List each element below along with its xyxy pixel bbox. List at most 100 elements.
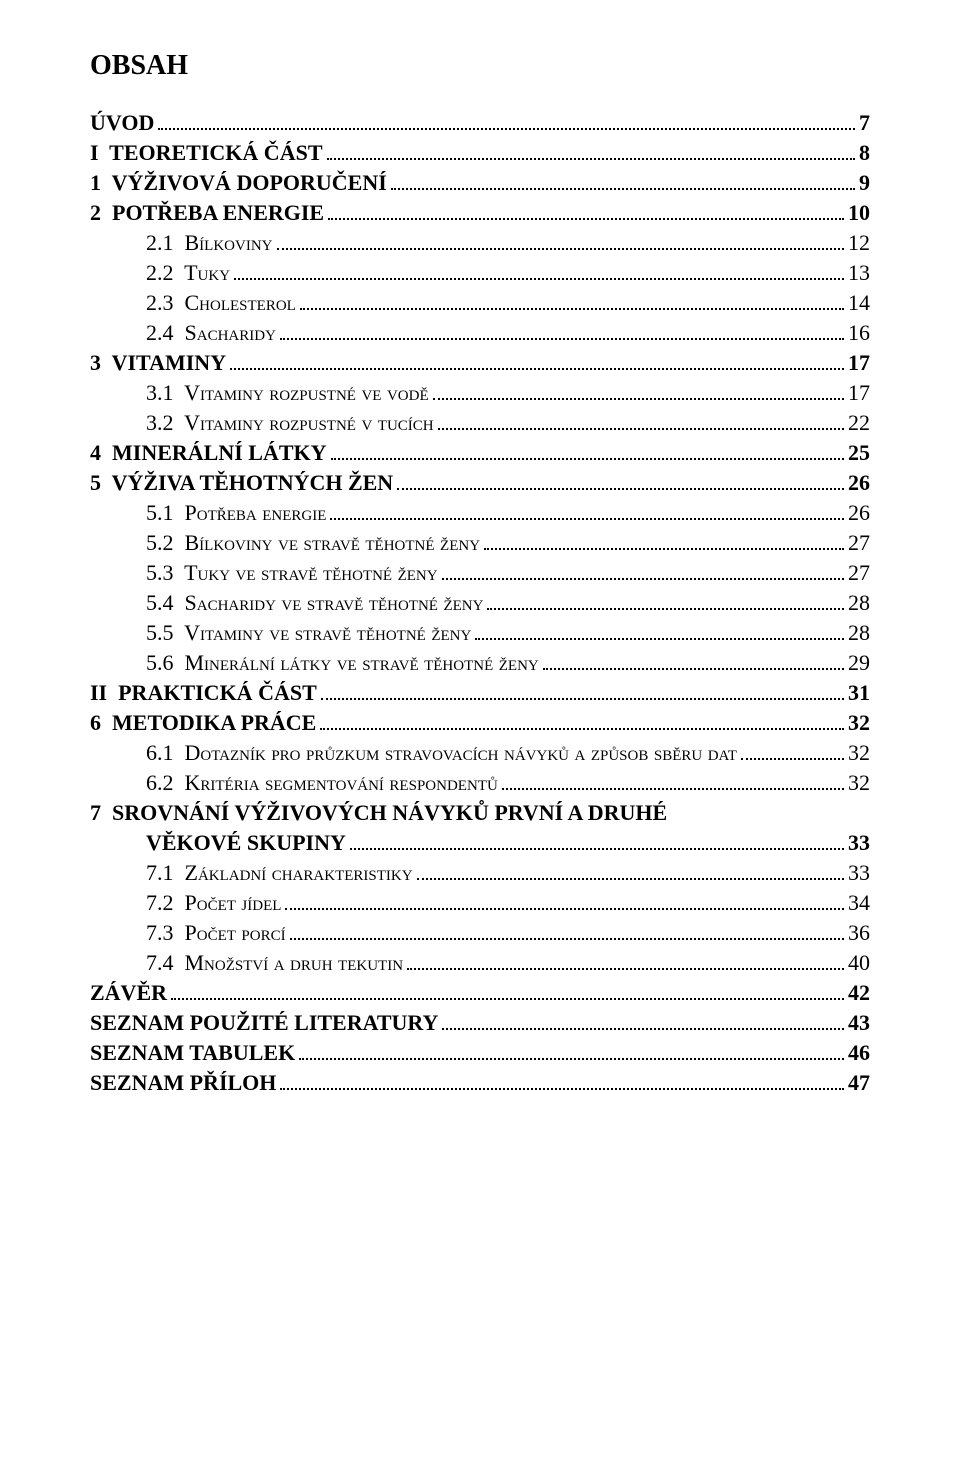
toc-entry-page: 40 <box>848 950 870 976</box>
toc-leader-dots <box>484 548 844 550</box>
toc-entry-page: 34 <box>848 890 870 916</box>
toc-entry-page: 12 <box>848 230 870 256</box>
toc-entry-label: 4 MINERÁLNÍ LÁTKY <box>90 440 327 466</box>
toc-entry-label: 2.1 Bílkoviny <box>146 230 273 256</box>
toc-entry-label: 2.2 Tuky <box>146 260 230 286</box>
toc-entry: 7.2 Počet jídel34 <box>90 890 870 916</box>
toc-entry: 5 VÝŽIVA TĚHOTNÝCH ŽEN 26 <box>90 470 870 496</box>
toc-entry-page: 25 <box>848 440 870 466</box>
toc-entry-label: 3.2 Vitaminy rozpustné v tucích <box>146 410 434 436</box>
toc-leader-dots <box>442 1028 844 1030</box>
toc-entry: 5.5 Vitaminy ve stravě těhotné ženy28 <box>90 620 870 646</box>
toc-entry-label: 5 VÝŽIVA TĚHOTNÝCH ŽEN <box>90 470 393 496</box>
toc-entry: 2 POTŘEBA ENERGIE 10 <box>90 200 870 226</box>
toc-entry-label: 2 POTŘEBA ENERGIE <box>90 200 324 226</box>
toc-entry: II PRAKTICKÁ ČÁST31 <box>90 680 870 706</box>
toc-entry: 3.1 Vitaminy rozpustné ve vodě17 <box>90 380 870 406</box>
toc-entry: 2.4 Sacharidy16 <box>90 320 870 346</box>
toc-entry-line1: 7 SROVNÁNÍ VÝŽIVOVÝCH NÁVYKŮ PRVNÍ A DRU… <box>90 800 870 826</box>
toc-leader-dots <box>407 968 844 970</box>
toc-entry-page: 17 <box>848 350 870 376</box>
toc-entry: 3.2 Vitaminy rozpustné v tucích 22 <box>90 410 870 436</box>
toc-leader-dots <box>391 188 855 190</box>
toc-entry: 6.1 Dotazník pro průzkum stravovacích ná… <box>90 740 870 766</box>
toc-entry-page: 10 <box>848 200 870 226</box>
toc-leader-dots <box>475 638 844 640</box>
toc-leader-dots <box>330 518 844 520</box>
toc-leader-dots <box>280 1088 844 1090</box>
toc-entry-label: 7.1 Základní charakteristiky <box>146 860 413 886</box>
toc-leader-dots <box>290 938 844 940</box>
toc-entry-page: 47 <box>848 1070 870 1096</box>
toc-entry-label: 5.5 Vitaminy ve stravě těhotné ženy <box>146 620 471 646</box>
toc-entry-page: 13 <box>848 260 870 286</box>
toc-entry: ÚVOD7 <box>90 110 870 136</box>
toc-entry-label: 7 SROVNÁNÍ VÝŽIVOVÝCH NÁVYKŮ PRVNÍ A DRU… <box>90 800 667 826</box>
toc-entry-page: 31 <box>848 680 870 706</box>
table-of-contents: ÚVOD7 I TEORETICKÁ ČÁST 8 1 VÝŽIVOVÁ DOPORU… <box>90 110 870 1096</box>
toc-entry-page: 32 <box>848 710 870 736</box>
toc-leader-dots <box>280 338 844 340</box>
toc-leader-dots <box>327 158 856 160</box>
page-title: OBSAH <box>90 50 870 82</box>
toc-entry-page: 27 <box>848 560 870 586</box>
toc-entry-label: 1 VÝŽIVOVÁ DOPORUČENÍ <box>90 170 387 196</box>
toc-entry: 7.4 Množství a druh tekutin 40 <box>90 950 870 976</box>
toc-entry-label: 3.1 Vitaminy rozpustné ve vodě <box>146 380 429 406</box>
toc-entry-page: 32 <box>848 770 870 796</box>
toc-entry-page: 33 <box>848 830 870 856</box>
toc-entry-label: SEZNAM TABULEK <box>90 1040 295 1066</box>
toc-leader-dots <box>285 908 844 910</box>
toc-entry: 5.2 Bílkoviny ve stravě těhotné ženy27 <box>90 530 870 556</box>
toc-entry: I TEORETICKÁ ČÁST 8 <box>90 140 870 166</box>
toc-leader-dots <box>397 488 844 490</box>
toc-entry-label: ZÁVĚR <box>90 980 167 1006</box>
toc-entry: 7.3 Počet porcí36 <box>90 920 870 946</box>
toc-entry: 4 MINERÁLNÍ LÁTKY 25 <box>90 440 870 466</box>
toc-leader-dots <box>321 698 844 700</box>
toc-leader-dots <box>741 758 844 760</box>
toc-entry: 5.4 Sacharidy ve stravě těhotné ženy28 <box>90 590 870 616</box>
toc-entry-label: 2.3 Cholesterol <box>146 290 296 316</box>
toc-entry: 6 METODIKA PRÁCE32 <box>90 710 870 736</box>
toc-leader-dots <box>320 728 844 730</box>
toc-leader-dots <box>277 248 845 250</box>
toc-entry-page: 46 <box>848 1040 870 1066</box>
toc-entry-label: VĚKOVÉ SKUPINY <box>146 830 346 856</box>
toc-entry-page: 36 <box>848 920 870 946</box>
toc-entry: VĚKOVÉ SKUPINY 33 <box>90 830 870 856</box>
toc-entry-page: 8 <box>859 140 870 166</box>
toc-entry-page: 22 <box>848 410 870 436</box>
toc-entry: SEZNAM TABULEK 46 <box>90 1040 870 1066</box>
toc-entry-label: 5.1 Potřeba energie <box>146 500 326 526</box>
toc-entry-page: 43 <box>848 1010 870 1036</box>
toc-entry: 5.6 Minerální látky ve stravě těhotné že… <box>90 650 870 676</box>
toc-entry-page: 33 <box>848 860 870 886</box>
toc-entry: 2.1 Bílkoviny 12 <box>90 230 870 256</box>
toc-entry: 5.1 Potřeba energie26 <box>90 500 870 526</box>
toc-entry: ZÁVĚR42 <box>90 980 870 1006</box>
toc-leader-dots <box>171 998 844 1000</box>
toc-entry: 1 VÝŽIVOVÁ DOPORUČENÍ9 <box>90 170 870 196</box>
toc-entry-page: 26 <box>848 470 870 496</box>
toc-entry: 2.2 Tuky 13 <box>90 260 870 286</box>
toc-entry-label: SEZNAM POUŽITÉ LITERATURY <box>90 1010 438 1036</box>
toc-entry-label: 7.4 Množství a druh tekutin <box>146 950 403 976</box>
toc-leader-dots <box>543 668 844 670</box>
toc-entry-label: 6.2 Kritéria segmentování respondentů <box>146 770 498 796</box>
toc-leader-dots <box>328 218 844 220</box>
toc-leader-dots <box>234 278 844 280</box>
toc-leader-dots <box>300 308 844 310</box>
toc-entry-label: 5.4 Sacharidy ve stravě těhotné ženy <box>146 590 483 616</box>
toc-entry: 7.1 Základní charakteristiky 33 <box>90 860 870 886</box>
toc-leader-dots <box>502 788 844 790</box>
toc-entry-page: 7 <box>859 110 870 136</box>
toc-entry-page: 32 <box>848 740 870 766</box>
toc-leader-dots <box>350 848 844 850</box>
toc-entry: SEZNAM PŘÍLOH 47 <box>90 1070 870 1096</box>
toc-entry-label: I TEORETICKÁ ČÁST <box>90 140 323 166</box>
toc-leader-dots <box>331 458 844 460</box>
toc-entry-label: SEZNAM PŘÍLOH <box>90 1070 276 1096</box>
toc-entry: 6.2 Kritéria segmentování respondentů 32 <box>90 770 870 796</box>
toc-leader-dots <box>158 128 855 130</box>
